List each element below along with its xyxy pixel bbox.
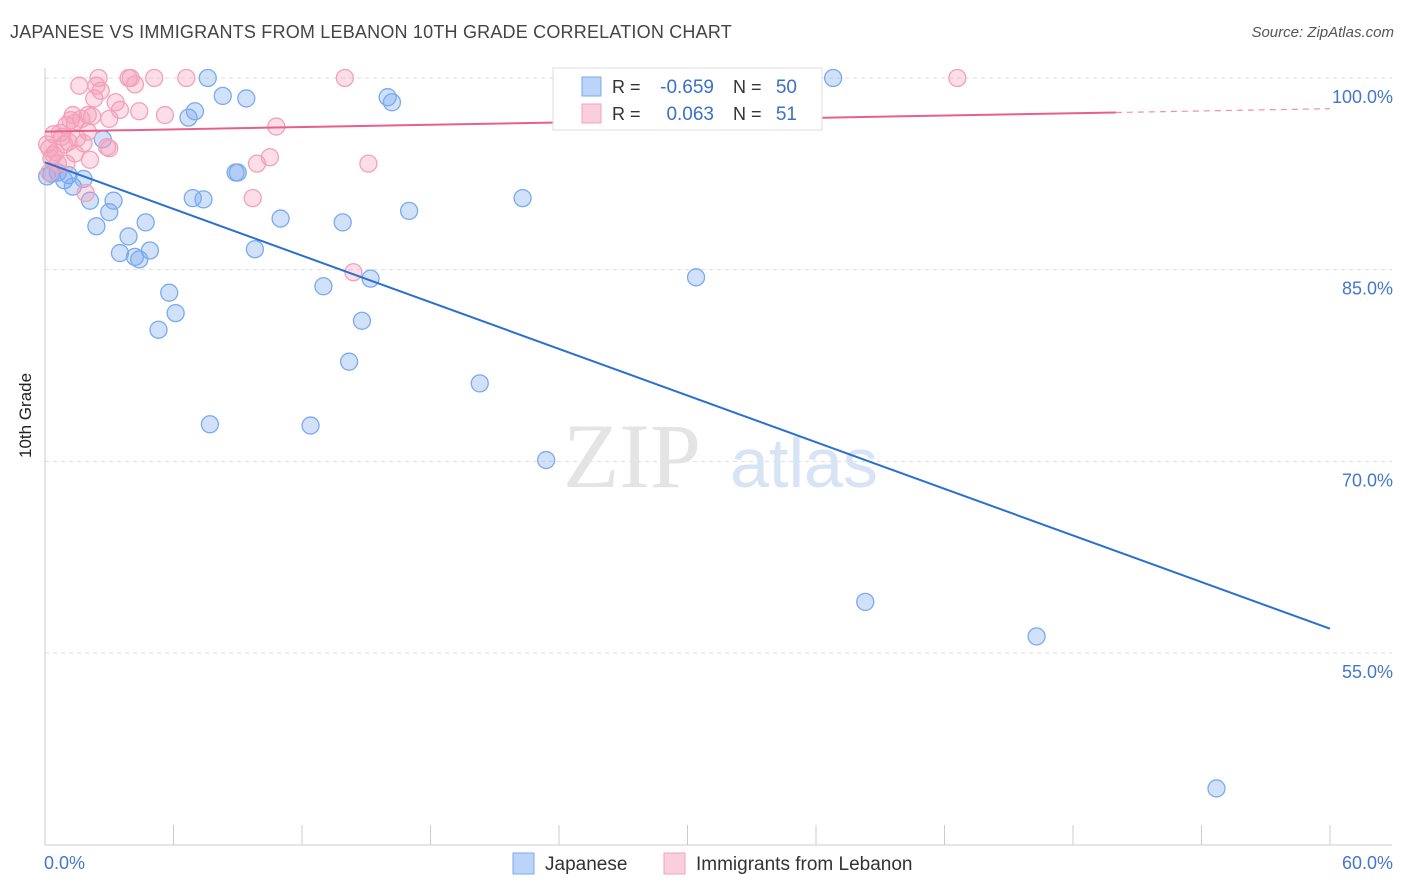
japanese-point — [119, 227, 138, 246]
japanese-point — [537, 450, 556, 470]
y-tick-label: 85.0% — [1342, 279, 1393, 299]
lebanon-n-value: 51 — [776, 104, 797, 125]
watermark-atlas: atlas — [730, 424, 878, 502]
japanese-point — [228, 163, 247, 182]
lebanon-point — [948, 68, 967, 88]
japanese-point — [200, 415, 220, 434]
lebanon-point — [74, 134, 93, 153]
lebanon-trend-line-dashed — [1115, 108, 1331, 114]
chart-source: Source: ZipAtlas.com — [1251, 24, 1394, 41]
japanese-point — [59, 165, 78, 185]
japanese-point — [1207, 779, 1226, 798]
lebanon-n-label: N = — [733, 104, 762, 124]
japanese-point — [352, 311, 372, 330]
lebanon-point — [100, 139, 119, 158]
x-tick-label: 0.0% — [44, 853, 85, 873]
lebanon-point — [243, 188, 262, 208]
japanese-point — [686, 268, 706, 287]
lebanon-point — [37, 135, 57, 154]
japanese-r-label: R = — [612, 77, 641, 97]
lebanon-point — [125, 75, 145, 94]
japanese-point — [100, 203, 119, 222]
japanese-point — [1027, 627, 1046, 646]
lebanon-point — [100, 109, 119, 129]
japanese-point — [110, 243, 130, 263]
japanese-point — [470, 374, 489, 393]
japanese-point — [513, 188, 532, 208]
japanese-point — [856, 592, 875, 612]
japanese-legend-label: Japanese — [545, 854, 627, 875]
japanese-point — [271, 209, 290, 228]
japanese-n-label: N = — [733, 77, 762, 97]
japanese-point — [301, 416, 320, 435]
japanese-point — [140, 241, 160, 260]
japanese-point — [245, 240, 265, 259]
lebanon-point — [70, 76, 89, 95]
watermark-zip: ZIP — [563, 405, 701, 507]
japanese-point — [160, 283, 179, 302]
japanese-point — [823, 68, 843, 88]
japanese-point — [399, 201, 419, 221]
lebanon-point — [44, 145, 63, 164]
japanese-point — [104, 191, 123, 210]
lebanon-r-value: 0.063 — [666, 104, 714, 125]
y-tick-label: 70.0% — [1342, 470, 1393, 490]
x-tick-label: 60.0% — [1342, 853, 1393, 873]
japanese-point — [339, 352, 359, 371]
lebanon-point — [130, 102, 149, 121]
lebanon-point — [82, 107, 102, 126]
lebanon-legend-swatch — [663, 852, 686, 875]
chart-title: JAPANESE VS IMMIGRANTS FROM LEBANON 10TH… — [10, 22, 732, 42]
japanese-point — [382, 93, 402, 112]
japanese-r-value: -0.659 — [660, 77, 714, 98]
lebanon-point — [91, 81, 110, 100]
y-tick-label: 55.0% — [1342, 662, 1393, 682]
lebanon-r-label: R = — [612, 104, 641, 124]
lebanon-point — [335, 68, 354, 88]
japanese-point — [237, 89, 256, 108]
lebanon-point — [76, 183, 95, 203]
lebanon-point — [177, 68, 196, 88]
japanese-point — [166, 303, 185, 323]
lebanon-point — [80, 150, 100, 169]
japanese-point — [213, 86, 232, 106]
japanese-point — [194, 190, 213, 209]
lebanon-point — [260, 148, 280, 167]
lebanon-stats-swatch — [581, 103, 602, 124]
japanese-point — [136, 213, 155, 232]
japanese-point — [314, 277, 333, 296]
lebanon-point — [155, 105, 175, 125]
lebanon-point — [359, 154, 378, 173]
japanese-legend-swatch — [512, 852, 535, 875]
japanese-stats-swatch — [581, 76, 602, 97]
japanese-point — [333, 213, 352, 232]
lebanon-legend-label: Immigrants from Lebanon — [696, 854, 913, 875]
lebanon-point — [145, 68, 164, 88]
japanese-point — [87, 217, 106, 236]
y-tick-label: 100.0% — [1332, 87, 1393, 107]
lebanon-point — [50, 123, 70, 143]
japanese-point — [185, 102, 205, 121]
japanese-point — [198, 68, 217, 88]
japanese-point — [149, 320, 168, 339]
japanese-trend-line — [44, 161, 1331, 630]
japanese-n-value: 50 — [776, 77, 797, 98]
